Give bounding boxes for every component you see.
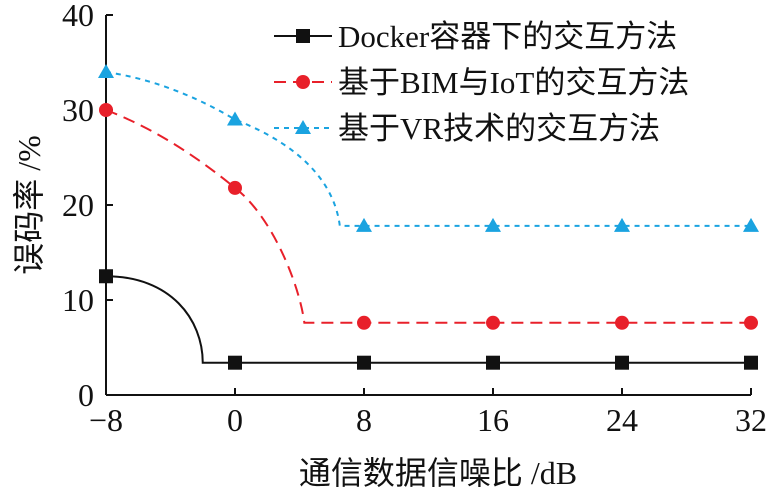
data-point-square — [615, 355, 629, 370]
legend-label: 基于BIM与IoT的交互方法 — [338, 65, 689, 100]
x-tick-label: 8 — [356, 402, 372, 438]
x-tick-label: 16 — [477, 402, 509, 438]
data-point-circle — [615, 315, 629, 330]
data-point-circle — [744, 315, 758, 330]
data-point-square — [744, 355, 758, 370]
y-tick-label: 30 — [62, 92, 94, 128]
legend-label: 基于VR技术的交互方法 — [338, 111, 660, 146]
data-point-triangle — [743, 217, 759, 232]
legend-item: 基于VR技术的交互方法 — [274, 111, 660, 146]
data-point-square — [486, 355, 500, 370]
series-line — [105, 109, 751, 324]
data-point-circle — [99, 103, 113, 117]
data-point-triangle — [295, 120, 311, 134]
data-point-triangle — [614, 217, 630, 232]
x-tick-label: 0 — [227, 402, 243, 438]
y-tick-label: 10 — [62, 282, 94, 318]
series-line — [105, 71, 751, 227]
data-point-circle — [228, 180, 242, 195]
data-point-circle — [357, 315, 371, 330]
data-point-circle — [486, 315, 500, 330]
legend-label: Docker容器下的交互方法 — [338, 19, 677, 54]
data-point-square — [357, 355, 371, 370]
y-tick-label: 20 — [62, 187, 94, 223]
series-line — [105, 275, 751, 364]
data-point-triangle — [98, 64, 114, 78]
y-tick-label: 40 — [62, 0, 94, 33]
data-point-square — [99, 269, 113, 284]
x-axis-label: 通信数据信噪比 /dB — [299, 455, 577, 491]
legend-item: Docker容器下的交互方法 — [274, 19, 677, 54]
y-axis-label: 误码率 /% — [11, 135, 47, 275]
data-point-circle — [296, 75, 310, 89]
x-tick-label: 32 — [735, 402, 767, 438]
legend-item: 基于BIM与IoT的交互方法 — [274, 65, 689, 100]
data-point-square — [296, 29, 310, 43]
data-point-triangle — [485, 217, 501, 232]
x-tick-label: 24 — [606, 402, 638, 438]
data-point-triangle — [356, 217, 372, 232]
x-tick-label: −8 — [89, 402, 123, 438]
data-point-square — [228, 355, 242, 370]
data-point-triangle — [227, 111, 243, 126]
y-tick-label: 0 — [78, 377, 94, 413]
